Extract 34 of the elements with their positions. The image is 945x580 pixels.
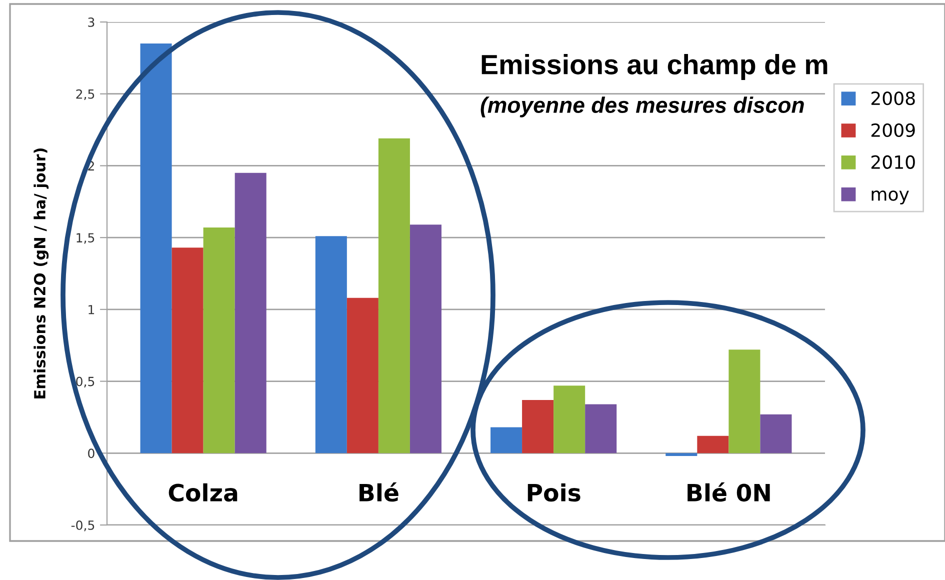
bar: [554, 386, 586, 454]
x-tick-label: Blé 0N: [688, 482, 770, 502]
y-tick-label: 1,5: [76, 233, 94, 244]
legend-label: moy: [872, 190, 909, 204]
bar: [666, 453, 698, 456]
bar: [585, 404, 617, 454]
y-tick-label: 1: [88, 305, 94, 314]
bar: [346, 298, 378, 454]
bar: [140, 44, 172, 454]
bar: [410, 224, 442, 454]
y-axis-title: Emissions N2O (gN / ha/ jour): [34, 148, 49, 398]
bar: [522, 400, 554, 454]
bar: [315, 236, 347, 454]
bar: [760, 414, 792, 454]
text: Emissions au champ de m: [482, 54, 828, 80]
bar: [203, 228, 235, 454]
bar: [697, 436, 729, 454]
text: (moyenne des mesures discon: [480, 96, 804, 118]
y-tick-label: 0: [88, 448, 94, 458]
y-tick-label: 2,5: [76, 89, 94, 100]
bar: [490, 427, 522, 454]
y-tick-label: -0,5: [71, 520, 94, 532]
bar: [234, 172, 266, 454]
x-tick-label: Pois: [528, 483, 580, 502]
legend-label: 2008: [871, 91, 915, 106]
bar: [172, 248, 204, 454]
bar: [378, 138, 410, 454]
legend-label: 2010: [871, 155, 915, 169]
y-tick-label: 3: [88, 17, 94, 27]
y-tick-label: 0,5: [76, 376, 94, 388]
bar: [728, 350, 760, 454]
x-tick-label: Colza: [168, 483, 238, 502]
legend-label: 2009: [871, 123, 915, 138]
x-tick-label: Blé: [360, 482, 398, 502]
